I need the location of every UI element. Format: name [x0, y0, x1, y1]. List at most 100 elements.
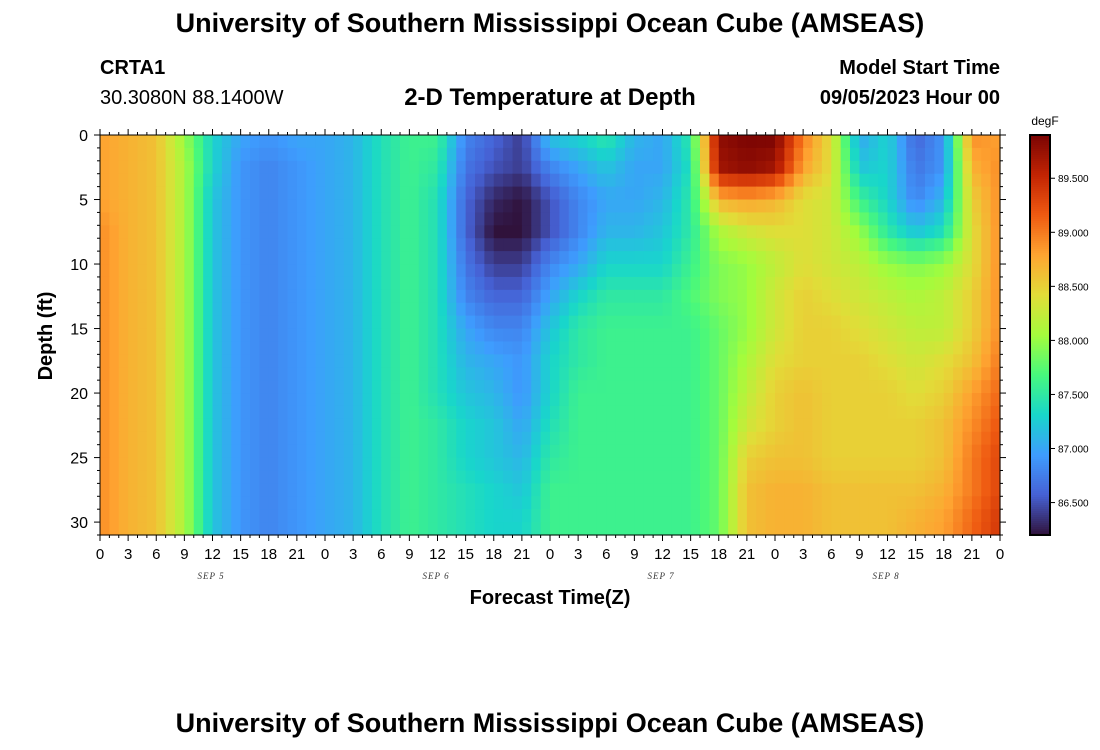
heatmap-cell — [596, 302, 607, 317]
heatmap-cell — [728, 289, 739, 304]
heatmap-cell — [221, 315, 232, 330]
heatmap-cell — [484, 444, 495, 459]
heatmap-cell — [484, 289, 495, 304]
heatmap-cell — [671, 496, 682, 510]
heatmap-cell — [428, 199, 439, 214]
heatmap-cell — [765, 173, 776, 188]
heatmap-cell — [756, 147, 767, 162]
heatmap-cell — [315, 380, 326, 394]
heatmap-cell — [709, 496, 720, 510]
heatmap-cell — [700, 496, 710, 510]
heatmap-cell — [278, 251, 289, 265]
heatmap-cell — [428, 380, 439, 394]
heatmap-cell — [578, 341, 589, 355]
heatmap-cell — [915, 264, 926, 278]
heatmap-cell — [193, 496, 204, 510]
heatmap-cell — [156, 147, 167, 162]
colorbar-segment — [1030, 263, 1050, 266]
heatmap-cell — [578, 418, 589, 433]
heatmap-cell — [381, 135, 392, 149]
heatmap-cell — [756, 264, 767, 278]
heatmap-cell — [484, 264, 495, 278]
heatmap-cell — [362, 444, 373, 459]
heatmap-cell — [146, 522, 157, 536]
heatmap-cell — [700, 393, 710, 407]
heatmap-cell — [850, 173, 860, 188]
heatmap-cell — [521, 289, 532, 304]
heatmap-cell — [775, 380, 785, 394]
heatmap-cell — [690, 354, 701, 368]
heatmap-cell — [259, 251, 270, 265]
heatmap-cell — [165, 522, 176, 536]
heatmap-cell — [437, 289, 448, 304]
heatmap-cell — [765, 367, 776, 381]
colorbar-segment — [1030, 359, 1050, 362]
heatmap-cell — [437, 393, 448, 407]
heatmap-cell — [100, 251, 110, 265]
heatmap-cell — [212, 225, 223, 239]
heatmap-cell — [878, 496, 889, 510]
heatmap-cell — [184, 354, 195, 368]
colorbar-segment — [1030, 145, 1050, 148]
heatmap-cell — [306, 328, 317, 343]
heatmap-cell — [362, 341, 373, 355]
colorbar-segment — [1030, 159, 1050, 162]
heatmap-cell — [193, 212, 204, 226]
heatmap-cell — [643, 160, 654, 175]
heatmap-cell — [615, 251, 626, 265]
heatmap-cell — [203, 225, 214, 239]
heatmap-cell — [550, 289, 560, 304]
heatmap-cell — [746, 444, 757, 459]
heatmap-cell — [212, 160, 223, 175]
heatmap-cell — [521, 186, 532, 201]
heatmap-cell — [653, 354, 664, 368]
heatmap-cell — [240, 135, 251, 149]
heatmap-cell — [221, 186, 232, 201]
heatmap-cell — [296, 522, 307, 536]
colorbar-segment — [1030, 333, 1050, 336]
heatmap-cell — [915, 354, 926, 368]
heatmap-cell — [250, 302, 260, 317]
heatmap-cell — [784, 186, 795, 201]
heatmap-cell — [315, 251, 326, 265]
heatmap-cell — [831, 405, 842, 420]
heatmap-cell — [662, 431, 673, 446]
colorbar-segment — [1030, 441, 1050, 444]
heatmap-cell — [690, 147, 701, 162]
heatmap-cell — [400, 470, 410, 484]
heatmap-cell — [971, 431, 982, 446]
heatmap-cell — [240, 354, 251, 368]
heatmap-cell — [428, 186, 439, 201]
heatmap-cell — [400, 173, 410, 188]
heatmap-cell — [981, 431, 992, 446]
colorbar-segment — [1030, 339, 1050, 342]
heatmap-cell — [578, 470, 589, 484]
heatmap-cell — [334, 186, 345, 201]
heatmap-cell — [737, 483, 748, 497]
heatmap-cell — [559, 431, 570, 446]
heatmap-cell — [653, 405, 664, 420]
heatmap-cell — [728, 522, 739, 536]
heatmap-cell — [803, 238, 814, 252]
heatmap-cell — [934, 302, 945, 317]
heatmap-cell — [456, 135, 467, 149]
heatmap-cell — [681, 522, 692, 536]
heatmap-cell — [653, 457, 664, 472]
colorbar-segment — [1030, 357, 1050, 360]
heatmap-cell — [821, 147, 832, 162]
heatmap-cell — [887, 354, 898, 368]
heatmap-cell — [118, 457, 129, 472]
heatmap-cell — [381, 431, 392, 446]
heatmap-cell — [353, 212, 364, 226]
heatmap-cell — [512, 483, 523, 497]
heatmap-cell — [634, 251, 645, 265]
heatmap-cell — [493, 393, 504, 407]
heatmap-cell — [775, 264, 785, 278]
chart-title: 2-D Temperature at Depth — [404, 84, 696, 111]
heatmap-cell — [268, 264, 279, 278]
colorbar-segment — [1030, 217, 1050, 220]
heatmap-cell — [971, 380, 982, 394]
heatmap-cell — [990, 238, 1001, 252]
heatmap-cell — [203, 147, 214, 162]
heatmap-cell — [784, 264, 795, 278]
